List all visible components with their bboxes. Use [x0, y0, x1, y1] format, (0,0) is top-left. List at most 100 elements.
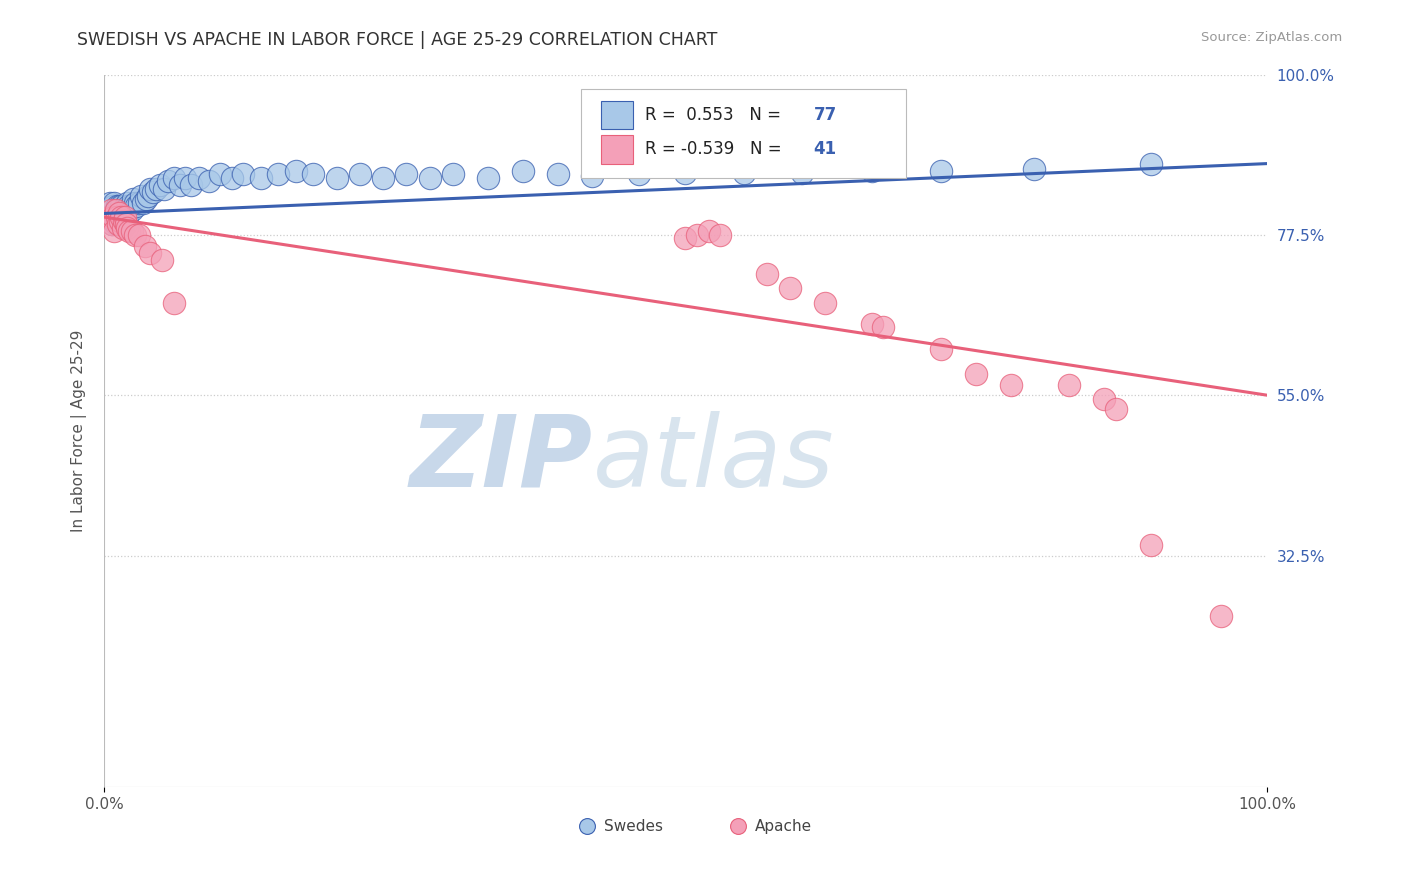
- Point: [105, 213, 128, 227]
- Point: [121, 202, 143, 217]
- Point: [104, 202, 127, 217]
- Point: [103, 210, 125, 224]
- Text: Apache: Apache: [755, 819, 813, 834]
- Point: [790, 166, 813, 180]
- Point: [122, 192, 145, 206]
- Point: [1024, 161, 1046, 176]
- Point: [135, 192, 157, 206]
- Point: [110, 210, 132, 224]
- Point: [98, 210, 121, 224]
- Point: [197, 174, 219, 188]
- Point: [110, 213, 132, 227]
- Point: [477, 170, 499, 185]
- Point: [124, 195, 146, 210]
- Point: [931, 163, 953, 178]
- Text: R = -0.539   N =: R = -0.539 N =: [645, 140, 786, 159]
- Point: [129, 188, 152, 202]
- Point: [779, 281, 801, 295]
- Point: [627, 167, 650, 181]
- Point: [100, 202, 122, 217]
- Point: [108, 213, 131, 227]
- Point: [104, 217, 127, 231]
- FancyBboxPatch shape: [600, 101, 633, 129]
- Point: [114, 199, 136, 213]
- Point: [107, 217, 129, 231]
- Point: [139, 245, 162, 260]
- Point: [145, 181, 167, 195]
- Point: [142, 185, 165, 199]
- Point: [965, 367, 987, 381]
- Point: [111, 202, 134, 217]
- Point: [814, 295, 837, 310]
- Point: [107, 202, 129, 217]
- Point: [134, 238, 156, 252]
- Point: [860, 163, 883, 178]
- Text: ZIP: ZIP: [409, 411, 592, 508]
- Point: [419, 170, 441, 185]
- Text: atlas: atlas: [592, 411, 834, 508]
- Point: [107, 217, 129, 231]
- Point: [169, 178, 191, 192]
- Point: [132, 195, 155, 210]
- Point: [111, 217, 134, 231]
- Point: [117, 199, 139, 213]
- Point: [931, 342, 953, 356]
- Point: [115, 217, 138, 231]
- Point: [163, 295, 186, 310]
- Point: [686, 227, 709, 242]
- Point: [221, 170, 243, 185]
- Point: [108, 217, 131, 231]
- Point: [103, 195, 125, 210]
- Point: [125, 199, 148, 213]
- Point: [124, 227, 146, 242]
- Point: [709, 227, 731, 242]
- Point: [101, 202, 124, 217]
- Point: [120, 199, 142, 213]
- Point: [108, 199, 131, 213]
- Point: [163, 170, 186, 185]
- Point: [115, 195, 138, 210]
- Point: [121, 224, 143, 238]
- Point: [103, 213, 125, 227]
- Point: [733, 166, 755, 180]
- Point: [105, 199, 128, 213]
- Point: [139, 181, 162, 195]
- Point: [675, 231, 697, 245]
- Point: [108, 202, 131, 217]
- Point: [136, 188, 159, 202]
- Point: [284, 163, 307, 178]
- Point: [103, 224, 125, 238]
- Point: [395, 167, 418, 181]
- Point: [371, 170, 394, 185]
- Point: [441, 167, 464, 181]
- Point: [104, 202, 127, 217]
- Point: [1000, 377, 1022, 392]
- Point: [112, 202, 135, 217]
- Point: [1105, 402, 1128, 417]
- Point: [250, 170, 273, 185]
- Point: [872, 320, 894, 334]
- Point: [150, 252, 173, 267]
- Point: [118, 224, 141, 238]
- Point: [1059, 377, 1081, 392]
- Point: [110, 199, 132, 213]
- Point: [115, 202, 138, 217]
- Point: [755, 267, 778, 281]
- Point: [112, 213, 135, 227]
- Point: [114, 213, 136, 227]
- Point: [188, 170, 211, 185]
- Point: [1139, 538, 1161, 552]
- Point: [98, 195, 121, 210]
- Point: [128, 227, 150, 242]
- Point: [1092, 392, 1115, 406]
- Point: [114, 210, 136, 224]
- Point: [1139, 156, 1161, 170]
- Text: Swedes: Swedes: [605, 819, 664, 834]
- FancyBboxPatch shape: [581, 89, 907, 178]
- Point: [105, 210, 128, 224]
- Point: [267, 167, 290, 181]
- Point: [727, 819, 749, 833]
- Text: SWEDISH VS APACHE IN LABOR FORCE | AGE 25-29 CORRELATION CHART: SWEDISH VS APACHE IN LABOR FORCE | AGE 2…: [77, 31, 717, 49]
- Point: [98, 210, 121, 224]
- Point: [103, 210, 125, 224]
